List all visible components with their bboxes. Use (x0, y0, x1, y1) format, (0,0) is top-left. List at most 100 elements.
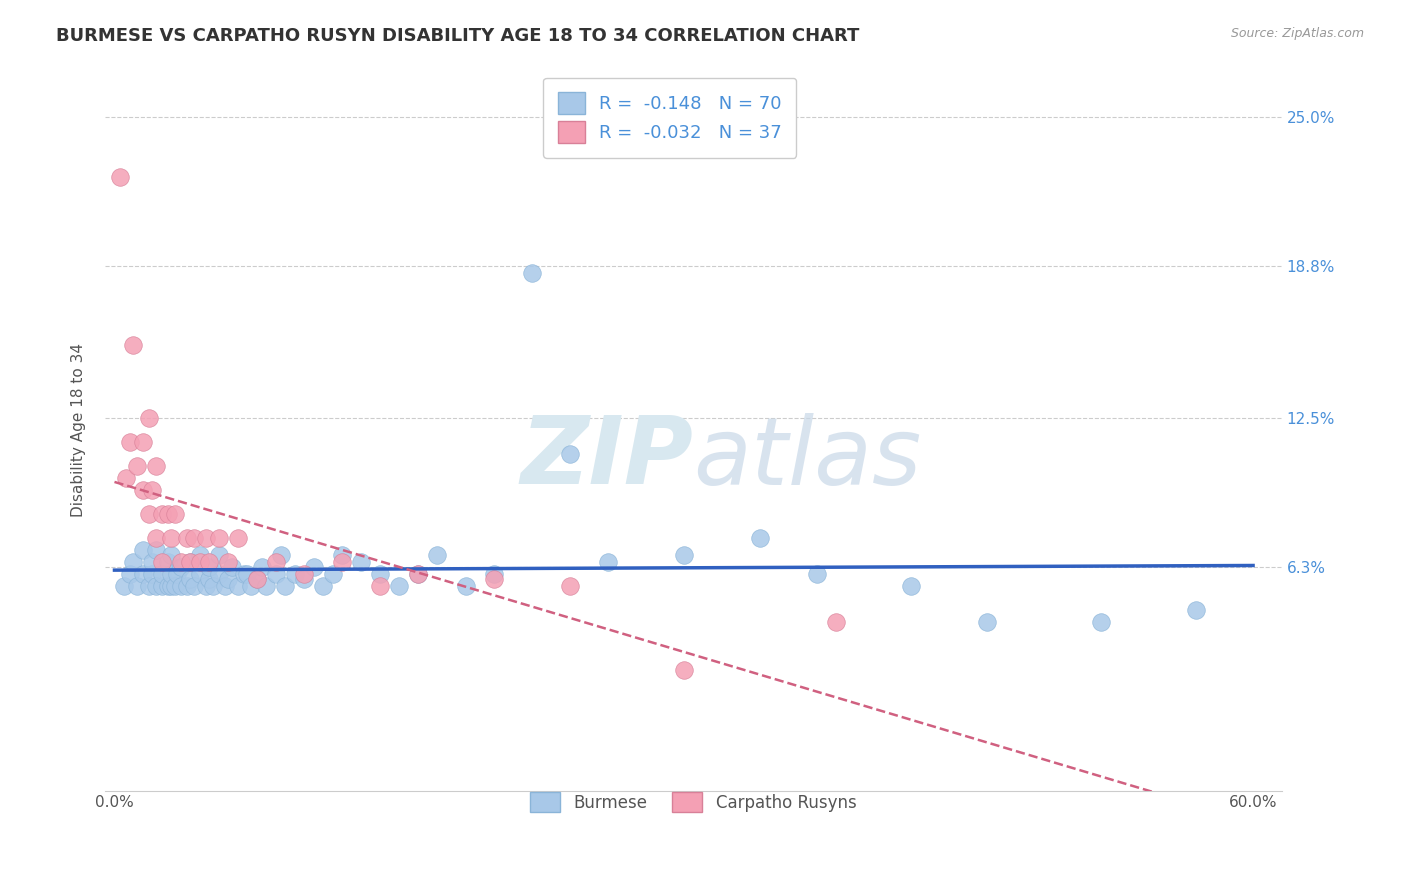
Point (141, 566, 163, 581)
Text: ZIP: ZIP (520, 412, 693, 505)
Point (302, 559, 325, 574)
Point (264, 555, 287, 569)
Point (176, 579, 198, 593)
Point (482, 566, 505, 581)
Point (520, 266, 543, 280)
Point (166, 566, 188, 581)
Point (292, 566, 315, 581)
Point (145, 531, 167, 545)
Point (482, 572, 505, 586)
Point (150, 507, 173, 521)
Point (292, 572, 315, 586)
Point (236, 566, 259, 581)
Point (226, 531, 249, 545)
Point (274, 579, 297, 593)
Point (132, 542, 155, 557)
Point (156, 579, 179, 593)
Point (127, 579, 149, 593)
Point (252, 559, 274, 574)
Point (194, 579, 217, 593)
Text: BURMESE VS CARPATHO RUSYN DISABILITY AGE 18 TO 34 CORRELATION CHART: BURMESE VS CARPATHO RUSYN DISABILITY AGE… (56, 27, 859, 45)
Point (406, 566, 429, 581)
Point (179, 555, 201, 569)
Point (246, 572, 269, 586)
Point (198, 555, 221, 569)
Point (388, 579, 411, 593)
Point (198, 559, 221, 574)
Point (188, 548, 211, 562)
Point (150, 555, 173, 569)
Point (270, 548, 292, 562)
Point (145, 579, 167, 593)
Point (406, 566, 429, 581)
Point (221, 559, 243, 574)
Point (132, 566, 155, 581)
Point (824, 615, 846, 629)
Point (112, 579, 135, 593)
Point (208, 566, 231, 581)
Point (198, 572, 221, 586)
Point (312, 579, 335, 593)
Point (160, 566, 183, 581)
Point (165, 579, 187, 593)
Point (150, 579, 173, 593)
Point (165, 507, 187, 521)
Text: atlas: atlas (693, 413, 921, 504)
Point (138, 507, 160, 521)
Point (160, 579, 183, 593)
Point (208, 531, 231, 545)
Point (264, 566, 287, 581)
Point (170, 555, 193, 569)
Point (240, 579, 263, 593)
Point (141, 555, 163, 569)
Point (672, 663, 695, 677)
Point (145, 542, 167, 557)
Point (330, 548, 353, 562)
Point (900, 579, 922, 593)
Point (132, 483, 155, 497)
Point (170, 579, 193, 593)
Point (217, 572, 239, 586)
Point (202, 579, 225, 593)
Point (350, 555, 373, 569)
Point (558, 579, 581, 593)
Point (368, 579, 391, 593)
Point (322, 566, 344, 581)
Point (170, 559, 193, 574)
Point (141, 483, 163, 497)
Point (176, 531, 198, 545)
Point (232, 566, 254, 581)
Point (115, 471, 138, 485)
Point (208, 548, 231, 562)
Point (122, 338, 145, 352)
Point (183, 531, 205, 545)
Point (150, 566, 173, 581)
Point (179, 572, 201, 586)
Point (160, 548, 183, 562)
Point (127, 458, 149, 473)
Point (748, 531, 770, 545)
Point (156, 555, 179, 569)
Point (1185, 603, 1208, 617)
Point (246, 572, 269, 586)
Point (118, 566, 141, 581)
Point (145, 458, 167, 473)
Point (368, 566, 391, 581)
Point (214, 579, 236, 593)
Point (156, 507, 179, 521)
Point (1090, 615, 1112, 629)
Point (160, 531, 183, 545)
Point (138, 579, 160, 593)
Point (183, 579, 205, 593)
Point (672, 548, 695, 562)
Point (122, 555, 145, 569)
Point (108, 169, 131, 184)
Point (118, 434, 141, 449)
Point (254, 579, 277, 593)
Point (188, 566, 211, 581)
Point (596, 555, 619, 569)
Point (188, 555, 211, 569)
Point (426, 548, 449, 562)
Point (179, 555, 201, 569)
Point (138, 410, 160, 425)
